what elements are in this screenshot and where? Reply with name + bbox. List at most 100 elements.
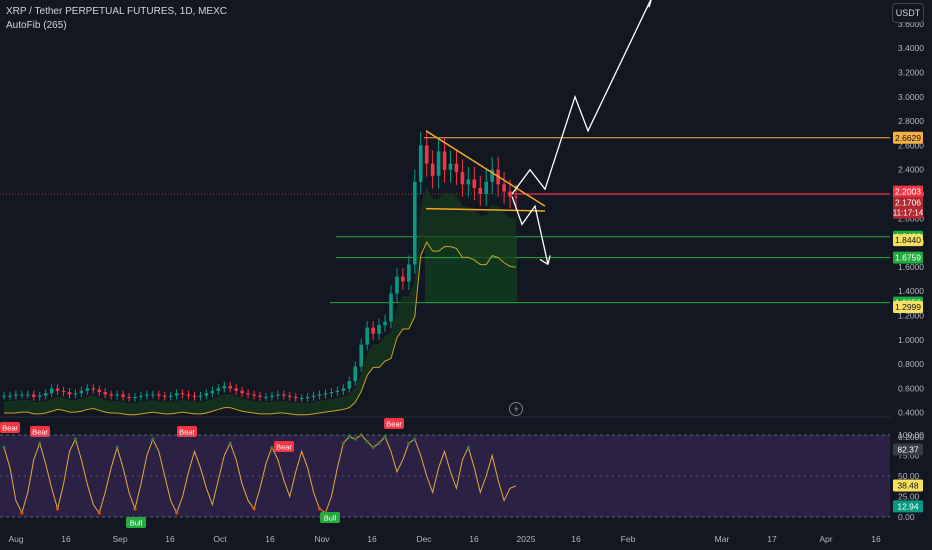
candle-body [270, 395, 274, 397]
candle-body [180, 393, 185, 395]
overbought-point [371, 445, 375, 449]
candle-body [305, 396, 310, 399]
candle-body [436, 151, 441, 176]
divergence-markers: Bear Bear Bear Bear Bear Bull Bull [0, 418, 404, 528]
candle-body [210, 390, 215, 394]
price-axis[interactable]: 0.2000 0.4000 0.6000 0.8000 1.0000 1.2000 1.40… [898, 19, 924, 442]
oversold-point [252, 507, 256, 511]
price-tick-label: 3.6000 [898, 19, 924, 29]
countdown-label: 11:17:14 [893, 209, 924, 218]
candle-body [359, 344, 364, 367]
bear-marker-label: Bear [386, 420, 402, 429]
oversold-point [97, 511, 101, 515]
oscillator-tick-label: 100.00 [898, 430, 924, 440]
overbought-point [365, 439, 369, 444]
currency-button[interactable]: USDT [892, 3, 924, 23]
overbought-point [2, 445, 6, 449]
oversold-point [20, 511, 24, 515]
candle-body [472, 179, 477, 188]
level-tag-label: 1.8440 [895, 235, 921, 245]
candle-body [460, 172, 465, 185]
overbought-point [466, 445, 470, 449]
candle-body [79, 390, 84, 394]
price-tick-label: 2.6000 [898, 140, 924, 150]
candle-body [341, 388, 346, 391]
ema-band [4, 187, 517, 416]
candles [2, 131, 518, 402]
candle-body [31, 394, 36, 397]
price-tick-label: 2.8000 [898, 116, 924, 126]
overbought-point [73, 437, 78, 441]
oscillator-value-tag-bg [893, 443, 923, 456]
candle-body [67, 392, 72, 395]
oscillator-tick-label: 25.00 [898, 492, 920, 502]
level-tag-bg [893, 131, 923, 144]
candle-body [222, 385, 227, 389]
bear-marker-bg [274, 441, 294, 452]
candle-body [323, 393, 328, 395]
candle-body [508, 191, 512, 197]
candle-body [478, 187, 483, 194]
overbought-point [347, 435, 351, 439]
candle-body [198, 395, 203, 397]
candle-body [335, 390, 340, 393]
oversold-point [317, 507, 322, 511]
level-tag-bg [893, 251, 923, 264]
triangle-upper-line [425, 130, 546, 207]
candle-body [145, 394, 149, 396]
candle-body [133, 396, 137, 399]
candle-body [252, 394, 256, 396]
time-tick-label: 16 [165, 534, 175, 544]
time-tick-label: 16 [265, 534, 275, 544]
time-tick-label: Sep [112, 534, 127, 544]
bullish-arrowhead [648, 0, 652, 8]
time-tick-label: Feb [621, 534, 636, 544]
bull-marker-label: Bull [324, 514, 337, 523]
candle-body [61, 390, 66, 393]
overbought-point [413, 437, 417, 441]
candle-body [103, 392, 108, 395]
oscillator-axis[interactable]: 0.00 25.00 50.00 75.00 100.00 [0, 430, 924, 522]
overbought-point [151, 437, 155, 441]
level-tag-bg [893, 300, 923, 313]
oscillator-tags: 82.37 38.48 12.94 [893, 443, 923, 513]
candle-body [317, 394, 322, 396]
candle-body [389, 293, 393, 322]
price-tags: 2.66292.20031.84861.84401.67591.30581.29… [893, 131, 924, 313]
time-axis[interactable]: Aug 16 Sep 16 Oct 16 Nov 16 Dec 16 2025 16 Feb Mar 17 A… [8, 534, 881, 544]
bear-marker-label: Bear [2, 424, 18, 433]
overbought-point [377, 441, 381, 445]
oscillator-tick-label: 0.00 [898, 512, 915, 522]
candle-body [97, 389, 102, 393]
candle-body [454, 163, 459, 173]
time-tick-label: Nov [314, 534, 330, 544]
oscillator-value-tag-bg [893, 500, 923, 513]
bearish-projection [511, 196, 549, 265]
triangle-lower-line [425, 207, 546, 212]
candle-body [448, 163, 453, 170]
candle-body [412, 181, 417, 265]
ema-band-fill [4, 187, 516, 415]
bear-marker-label: Bear [32, 428, 48, 437]
chart-title: XRP / Tether PERPETUAL FUTURES, 1D, MEXC [6, 6, 227, 17]
candle-body [311, 395, 316, 397]
bear-marker-bg [177, 426, 197, 437]
time-tick-label: 16 [871, 534, 881, 544]
lightning-icon[interactable] [509, 402, 523, 416]
price-tick-label: 3.2000 [898, 68, 924, 78]
overbought-point [270, 445, 274, 449]
bearish-arrowhead [539, 255, 551, 266]
bear-marker-label: Bear [276, 443, 292, 452]
time-tick-label: 2025 [517, 534, 536, 544]
candle-body [192, 395, 197, 397]
candle-body [121, 394, 125, 397]
candle-body [502, 184, 506, 192]
time-tick-label: 16 [571, 534, 581, 544]
price-tick-label: 1.2000 [898, 311, 924, 321]
oscillator-tick-label: 50.00 [898, 471, 920, 481]
oscillator-value-tag-bg [893, 479, 923, 492]
last-price-label: 2.1706 [895, 198, 921, 208]
candle-body [424, 145, 429, 164]
candle-body [377, 325, 381, 334]
